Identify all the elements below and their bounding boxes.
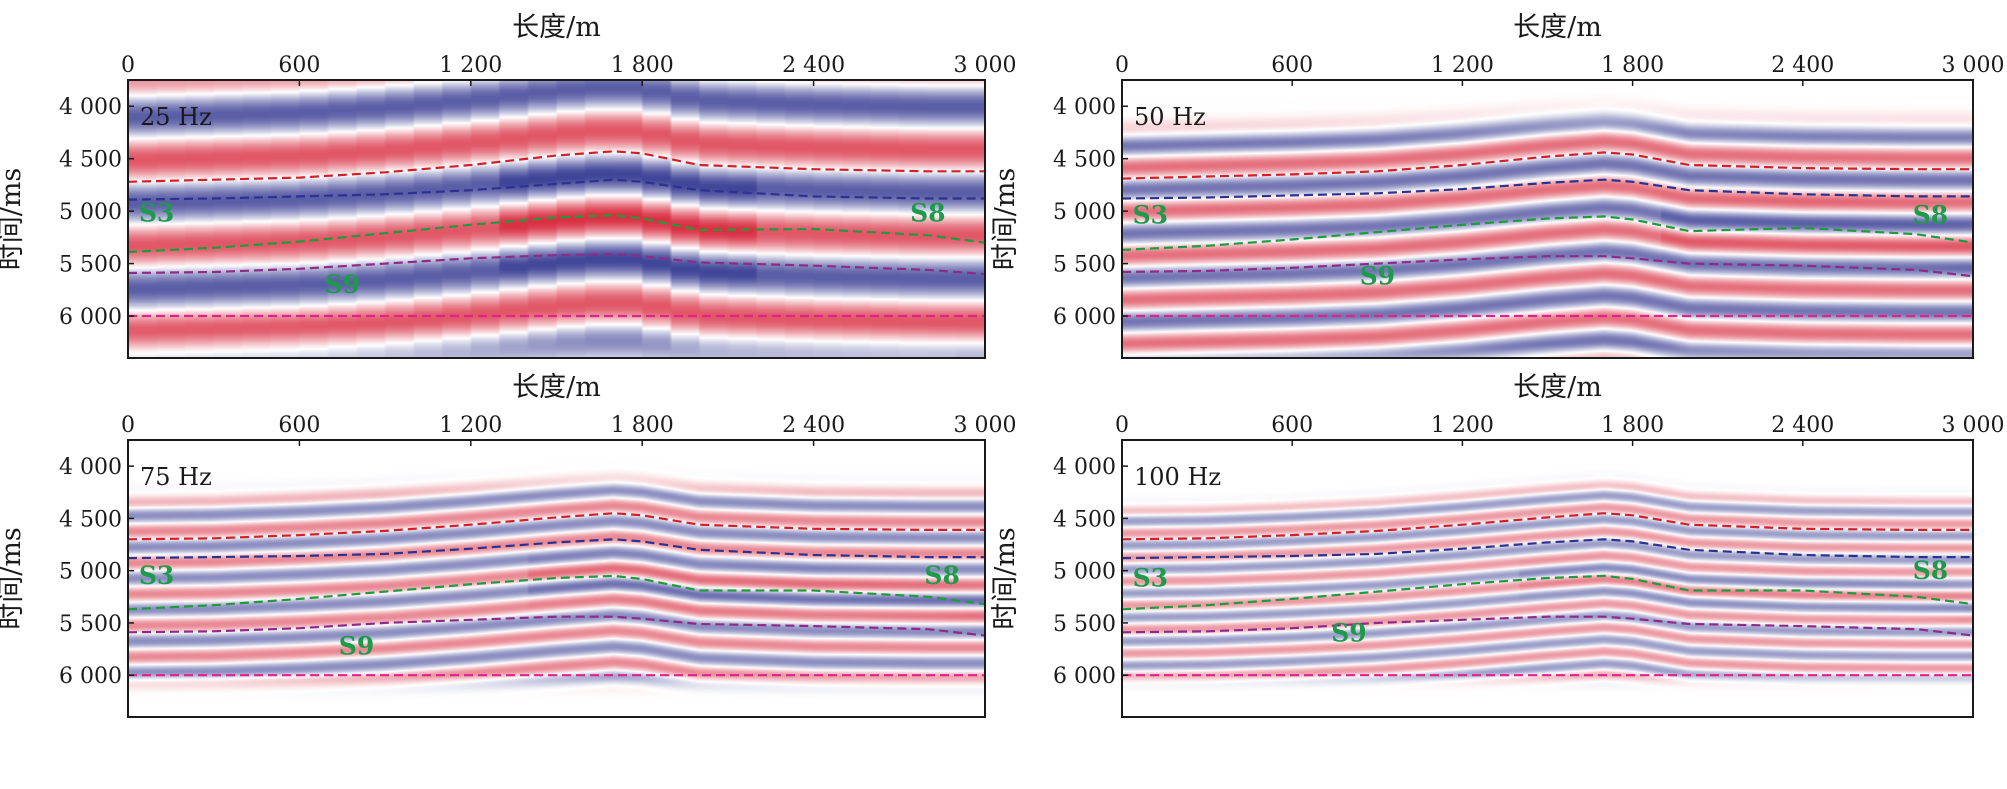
seismic-panel-1: 0 600 1 200 1 800 2 400 3 000 4 000 4 500 5 000 5…	[0, 12, 1017, 359]
x-tick-label: 1 200	[1431, 53, 1494, 78]
y-tick-label: 6 000	[59, 664, 122, 689]
horizon-line-green	[1122, 574, 1973, 611]
x-axis-label: 长度/m	[1513, 372, 1602, 403]
horizon-line-purple	[1122, 255, 1973, 278]
x-tick-label: 1 800	[1601, 53, 1664, 78]
x-tick-label: 3 000	[1942, 413, 2005, 438]
x-tick-label: 2 400	[1771, 413, 1834, 438]
y-tick-label: 4 000	[59, 455, 122, 480]
horizon-label-s8: S8	[1913, 201, 1948, 230]
horizon-label-s8: S8	[924, 561, 959, 590]
frequency-label: 25 Hz	[140, 103, 212, 131]
horizon-line-top-blue	[1122, 178, 1973, 200]
y-tick-label: 4 500	[1053, 148, 1116, 173]
x-tick-label: 1 800	[611, 413, 674, 438]
x-tick-label: 600	[1271, 53, 1313, 78]
horizon-label-s3: S3	[139, 561, 174, 590]
plot-frame	[1121, 439, 1974, 718]
horizon-line-top-blue	[128, 178, 985, 201]
y-tick-label: 5 500	[59, 612, 122, 637]
horizon-line-green	[128, 574, 985, 611]
y-tick-label: 4 500	[59, 507, 122, 532]
y-tick-label: 5 500	[1053, 253, 1116, 278]
plot-frame	[127, 79, 986, 359]
y-axis-label: 时间/ms	[0, 168, 27, 271]
y-tick-label: 6 000	[59, 305, 122, 330]
x-tick-label: 0	[121, 53, 135, 78]
x-tick-label: 1 200	[1431, 413, 1494, 438]
horizon-label-s3: S3	[1133, 563, 1168, 592]
y-tick-label: 5 000	[59, 200, 122, 225]
horizon-label-s9: S9	[1331, 619, 1366, 648]
horizon-line-top-red	[128, 512, 985, 541]
horizon-label-s9: S9	[339, 631, 374, 660]
x-tick-label: 0	[121, 413, 135, 438]
x-tick-label: 2 400	[1771, 53, 1834, 78]
seismic-panel-4: 0 600 1 200 1 800 2 400 3 000 4 000 4 500 5 000 5…	[990, 372, 2005, 718]
horizon-line-top-red	[128, 150, 985, 183]
plot-frame	[1121, 79, 1974, 359]
plot-frame	[127, 439, 986, 718]
frequency-label: 50 Hz	[1134, 103, 1206, 131]
seismic-amplitude-image	[128, 80, 985, 358]
seismic-amplitude-image	[128, 440, 985, 717]
horizon-line-green	[128, 214, 985, 254]
x-tick-label: 3 000	[954, 413, 1017, 438]
x-tick-label: 0	[1115, 53, 1129, 78]
y-tick-label: 4 000	[1053, 455, 1116, 480]
x-tick-label: 1 800	[1601, 413, 1664, 438]
frequency-label: 75 Hz	[140, 463, 212, 491]
y-axis-label: 时间/ms	[990, 527, 1021, 630]
x-tick-label: 600	[1271, 413, 1313, 438]
horizon-line-top-blue	[128, 538, 985, 560]
seismic-panel-3: 0 600 1 200 1 800 2 400 3 000 4 000 4 500 5 000 5…	[0, 372, 1017, 718]
y-tick-label: 5 000	[1053, 200, 1116, 225]
horizon-label-s3: S3	[139, 199, 174, 228]
seismic-panel-2: 0 600 1 200 1 800 2 400 3 000 4 000 4 500 5 000 5…	[990, 12, 2005, 359]
y-tick-label: 4 500	[1053, 507, 1116, 532]
x-tick-label: 2 400	[782, 53, 845, 78]
horizon-line-top-red	[1122, 512, 1973, 541]
y-tick-label: 4 500	[59, 148, 122, 173]
horizon-label-s9: S9	[1360, 262, 1395, 291]
y-tick-label: 5 500	[59, 253, 122, 278]
horizon-label-s3: S3	[1133, 201, 1168, 230]
horizon-line-purple	[1122, 615, 1973, 637]
horizon-line-purple	[128, 252, 985, 276]
y-tick-label: 5 500	[1053, 612, 1116, 637]
x-tick-label: 3 000	[1942, 53, 2005, 78]
horizon-label-s8: S8	[910, 199, 945, 228]
y-tick-label: 5 000	[59, 560, 122, 585]
x-axis-label: 长度/m	[512, 372, 601, 403]
horizon-line-top-blue	[1122, 538, 1973, 560]
x-tick-label: 3 000	[954, 53, 1017, 78]
horizon-label-s8: S8	[1913, 556, 1948, 585]
x-tick-label: 600	[278, 413, 320, 438]
x-tick-label: 1 200	[439, 53, 502, 78]
y-tick-label: 5 000	[1053, 560, 1116, 585]
y-tick-label: 4 000	[1053, 95, 1116, 120]
x-tick-label: 2 400	[782, 413, 845, 438]
horizon-line-purple	[128, 615, 985, 637]
horizon-line-top-red	[1122, 151, 1973, 180]
horizon-label-s9: S9	[325, 270, 360, 299]
x-axis-label: 长度/m	[1513, 12, 1602, 43]
y-axis-label: 时间/ms	[990, 168, 1021, 271]
frequency-label: 100 Hz	[1134, 463, 1221, 491]
x-tick-label: 600	[278, 53, 320, 78]
y-tick-label: 6 000	[1053, 664, 1116, 689]
y-tick-label: 4 000	[59, 95, 122, 120]
x-tick-label: 1 200	[439, 413, 502, 438]
x-tick-label: 1 800	[611, 53, 674, 78]
y-axis-label: 时间/ms	[0, 527, 27, 630]
x-tick-label: 0	[1115, 413, 1129, 438]
y-tick-label: 6 000	[1053, 305, 1116, 330]
x-axis-label: 长度/m	[512, 12, 601, 43]
horizon-line-green	[1122, 215, 1973, 251]
